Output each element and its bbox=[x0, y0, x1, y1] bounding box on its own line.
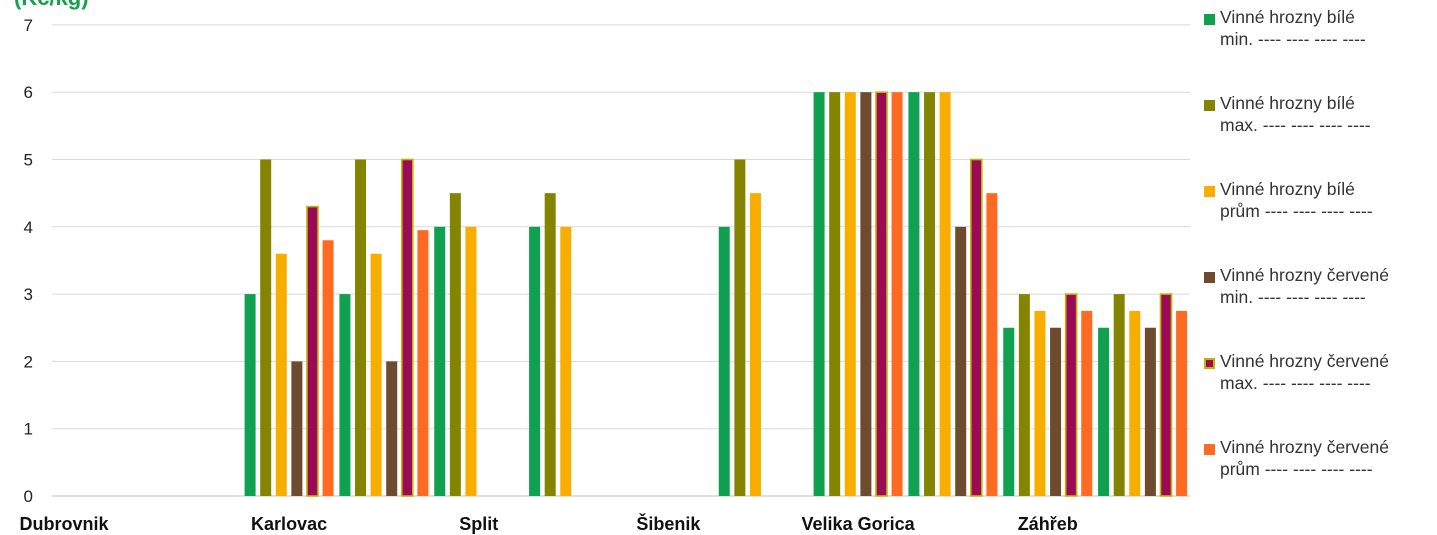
bar bbox=[924, 92, 936, 496]
bar bbox=[322, 240, 334, 496]
legend-swatch bbox=[1204, 358, 1215, 369]
bar bbox=[749, 193, 761, 496]
legend-swatch bbox=[1204, 272, 1215, 283]
legend-entry: Vinné hrozny bílé prům ---- ---- ---- --… bbox=[1204, 178, 1434, 264]
bar bbox=[1176, 310, 1188, 496]
legend-swatch bbox=[1204, 14, 1215, 25]
y-tick-label: 5 bbox=[24, 151, 33, 170]
x-tick-label: Šibenik bbox=[636, 513, 701, 534]
legend-label: Vinné hrozny bílé max. ---- ---- ---- --… bbox=[1220, 93, 1371, 135]
y-tick-label: 0 bbox=[24, 487, 33, 506]
bar bbox=[355, 159, 367, 496]
bar bbox=[275, 253, 287, 496]
legend: Vinné hrozny bílé min. ---- ---- ---- --… bbox=[1204, 6, 1434, 522]
legend-label: Vinné hrozny červené prům ---- ---- ----… bbox=[1220, 437, 1389, 479]
bar bbox=[544, 193, 556, 496]
legend-swatch bbox=[1204, 100, 1215, 111]
unit-label: (Kč/kg) bbox=[14, 0, 89, 10]
bar bbox=[955, 226, 967, 497]
y-tick-label: 7 bbox=[24, 16, 33, 35]
bar-chart: (Kč/kg) 0 1 2 3 4 5 6 7 Dubrovnik Karlovac Split Š… bbox=[14, 0, 1190, 534]
legend-entry: Vinné hrozny červené prům ---- ---- ----… bbox=[1204, 436, 1434, 522]
y-tick-label: 4 bbox=[24, 218, 33, 237]
bar bbox=[939, 92, 951, 496]
bar bbox=[244, 294, 256, 496]
bar bbox=[529, 226, 541, 497]
legend-entry: Vinné hrozny bílé min. ---- ---- ---- --… bbox=[1204, 6, 1434, 92]
x-tick-label: Split bbox=[459, 514, 498, 534]
bar bbox=[449, 193, 461, 496]
bar bbox=[1050, 327, 1062, 496]
y-axis: 0 1 2 3 4 5 6 7 bbox=[24, 16, 33, 506]
bar bbox=[891, 92, 903, 496]
legend-label: Vinné hrozny červené max. ---- ---- ----… bbox=[1220, 351, 1389, 393]
bar bbox=[875, 91, 888, 497]
legend-entry: Vinné hrozny červené max. ---- ---- ----… bbox=[1204, 350, 1434, 436]
legend-swatch bbox=[1204, 186, 1215, 197]
bar bbox=[1018, 294, 1030, 496]
x-tick-label: Záhřeb bbox=[1018, 514, 1078, 534]
y-tick-label: 1 bbox=[24, 420, 33, 439]
bar bbox=[1098, 327, 1110, 496]
x-tick-label: Velika Gorica bbox=[802, 514, 916, 534]
bar bbox=[908, 92, 920, 496]
bars bbox=[244, 91, 1188, 497]
gridlines bbox=[52, 24, 1190, 497]
bar bbox=[260, 159, 272, 496]
bar bbox=[1064, 293, 1078, 497]
x-axis: Dubrovnik Karlovac Split Šibenik Velika Gori… bbox=[19, 513, 1077, 534]
y-tick-label: 2 bbox=[24, 352, 33, 371]
legend-entry: Vinné hrozny bílé max. ---- ---- ---- --… bbox=[1204, 92, 1434, 178]
bar bbox=[291, 361, 303, 496]
bar bbox=[1081, 310, 1093, 496]
bar bbox=[1034, 310, 1046, 496]
bar bbox=[970, 158, 983, 497]
bar bbox=[434, 226, 446, 497]
bar bbox=[560, 226, 572, 497]
bar bbox=[465, 226, 477, 497]
bar bbox=[1003, 327, 1015, 496]
bar bbox=[844, 92, 856, 496]
bar bbox=[734, 159, 746, 496]
legend-entry: Vinné hrozny červené min. ---- ---- ----… bbox=[1204, 264, 1434, 350]
legend-label: Vinné hrozny bílé prům ---- ---- ---- --… bbox=[1220, 179, 1373, 221]
bar bbox=[1144, 327, 1156, 496]
bar bbox=[813, 92, 825, 496]
bar bbox=[829, 92, 841, 496]
bar bbox=[718, 226, 730, 497]
legend-label: Vinné hrozny bílé min. ---- ---- ---- --… bbox=[1220, 7, 1366, 49]
legend-swatch bbox=[1204, 444, 1215, 455]
bar bbox=[401, 158, 414, 497]
x-tick-label: Karlovac bbox=[251, 514, 327, 534]
x-tick-label: Dubrovnik bbox=[19, 514, 109, 534]
legend-label: Vinné hrozny červené min. ---- ---- ----… bbox=[1220, 265, 1389, 307]
bar bbox=[860, 92, 872, 496]
y-tick-label: 6 bbox=[24, 83, 33, 102]
bar bbox=[1129, 310, 1141, 496]
bar bbox=[417, 230, 429, 497]
y-tick-label: 3 bbox=[24, 285, 33, 304]
bar bbox=[1113, 294, 1125, 496]
bar bbox=[306, 205, 319, 497]
bar bbox=[986, 193, 998, 496]
bar bbox=[370, 253, 382, 496]
bar bbox=[386, 361, 398, 496]
bar bbox=[1159, 293, 1173, 497]
bar bbox=[339, 294, 351, 496]
